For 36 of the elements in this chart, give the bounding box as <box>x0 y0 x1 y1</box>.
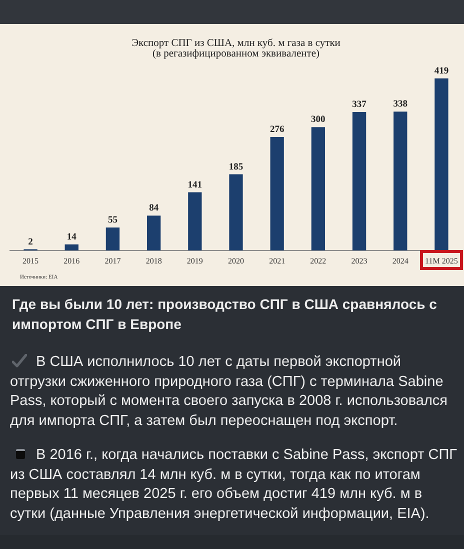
data-label: 2 <box>28 237 34 248</box>
x-tick-label: 2016 <box>64 256 80 266</box>
data-label: 55 <box>108 216 118 226</box>
data-label: 276 <box>270 125 284 136</box>
bar <box>352 112 366 250</box>
x-tick-label: 2015 <box>22 256 39 266</box>
bar <box>270 136 284 250</box>
text: Где вы были 10 лет: производство СПГ в США сравнялось с импортом СПГ в Европе <box>12 295 438 334</box>
data-label: 141 <box>188 180 202 190</box>
bar <box>146 216 161 250</box>
data-label: 337 <box>352 100 367 110</box>
text: В 2016 г., когда начались поставки с Sabine Pass, экспорт СПГ из США составлял 14 млн куб. м в сутки, тогда как по итогам первых 11 месяцев 2025 г. его объем достиг 419 млн куб. м в сутки (данные Управления энергетической информации, EIA). <box>10 447 457 522</box>
chart-subtitle: (в регазифицированном эквиваленте) <box>152 48 320 60</box>
x-tick-label: 2021 <box>269 256 286 266</box>
data-label: 84 <box>149 204 159 214</box>
x-tick-label: 11М 2025 <box>425 256 458 266</box>
data-label: 300 <box>311 115 326 126</box>
bar <box>188 192 202 250</box>
bar <box>311 127 326 250</box>
bar <box>394 112 408 250</box>
bar <box>434 78 448 250</box>
x-tick-label: 2024 <box>392 256 408 266</box>
x-tick-label: 2019 <box>186 256 203 266</box>
x-tick-label: 2023 <box>351 256 368 266</box>
data-label: 14 <box>66 232 77 242</box>
x-tick-label: 2018 <box>146 256 162 266</box>
x-tick-label: 2022 <box>310 256 326 266</box>
data-label: 338 <box>393 100 408 110</box>
text: В США исполнилось 10 лет с даты первой экспортной отгрузки сжиженного природного газа (СПГ) с терминала Sabine Pass, который с момента своего запуска в 2008 г. использовался для импорта СПГ, а затем был переоснащен под экспорт. <box>10 354 448 428</box>
bar <box>229 174 243 250</box>
data-label: 185 <box>228 162 244 172</box>
chart-title: Экспорт СПГ из США, млн куб. м газа в сутки <box>132 38 341 49</box>
data-label: 419 <box>434 66 449 76</box>
x-tick-label: 2020 <box>228 256 244 266</box>
bar <box>106 228 120 250</box>
x-tick-label: 2017 <box>104 256 121 266</box>
